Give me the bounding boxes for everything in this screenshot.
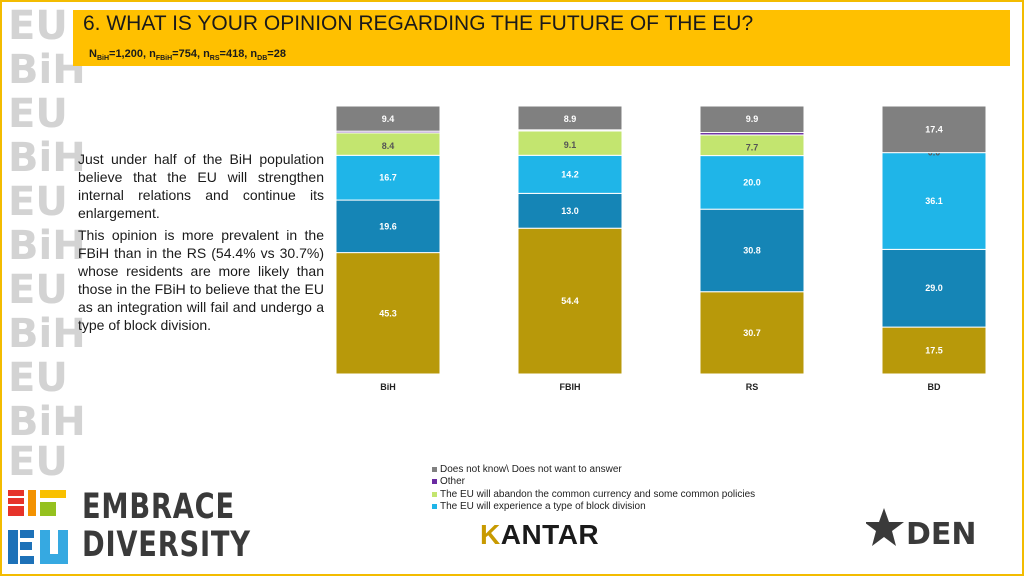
legend-swatch [432, 504, 437, 510]
bar-segment [517, 105, 623, 131]
data-label: 17.5 [925, 346, 943, 356]
description-paragraph-2: This opinion is more prevalent in the FB… [78, 227, 324, 333]
svg-text:DEN: DEN [906, 517, 977, 552]
header-band: 6. WHAT IS YOUR OPINION REGARDING THE FU… [73, 10, 1010, 66]
bar-segment [517, 227, 623, 375]
bar-segment [699, 105, 805, 134]
legend-label: The EU will experience a type of block d… [440, 501, 646, 513]
sidebar-watermark: EU BiH EU BiH EU BiH EU BiH EU BiH EU [8, 3, 86, 485]
legend-label: Does not know\ Does not want to answer [440, 463, 622, 475]
data-label: 29.0 [925, 283, 943, 293]
data-label: 36.1 [925, 196, 943, 206]
data-label: 7.7 [746, 142, 759, 152]
legend-label: The EU will abandon the common currency … [440, 488, 756, 500]
sample-sizes: NBiH=1,200, nFBiH=754, nRS=418, nDB=28 [89, 48, 286, 63]
bar-segment [699, 208, 805, 293]
data-label: 8.4 [382, 141, 395, 151]
data-label: 8.9 [564, 114, 577, 124]
data-label: 9.1 [564, 140, 577, 150]
embrace-diversity-logo: EMBRACE DIVERSITY [82, 487, 251, 565]
bar-segment [881, 105, 987, 154]
bar-segment [335, 154, 441, 201]
legend-item: The EU will experience a type of block d… [432, 501, 755, 514]
category-label: FBIH [560, 382, 581, 392]
legend-swatch [432, 491, 437, 497]
data-label: 45.3 [379, 308, 397, 318]
bieu-logo [8, 490, 68, 564]
data-label: 13.0 [561, 206, 579, 216]
bar-segment [699, 155, 805, 210]
den-logo: DEN [866, 508, 977, 552]
bar-segment [881, 248, 987, 328]
data-label: 14.2 [561, 169, 579, 179]
data-label: 30.7 [743, 328, 761, 338]
description-paragraph-1: Just under half of the BiH population be… [78, 151, 324, 221]
bar-segment [335, 199, 441, 254]
bar-segment [335, 105, 441, 132]
bar-segment [517, 154, 623, 194]
data-label: 20.0 [743, 177, 761, 187]
description-text: Just under half of the BiH population be… [78, 150, 324, 338]
category-label: RS [746, 382, 759, 392]
category-label: BD [928, 382, 941, 392]
data-label: 9.4 [382, 114, 395, 124]
bar-segment [699, 291, 805, 375]
data-label: 17.4 [925, 124, 943, 134]
kantar-logo: KANTAR [480, 519, 600, 550]
data-label: 54.4 [561, 296, 579, 306]
page-title: 6. WHAT IS YOUR OPINION REGARDING THE FU… [83, 12, 754, 35]
legend-item: Does not know\ Does not want to answer [432, 463, 755, 476]
legend-swatch [432, 466, 437, 472]
bar-segment [517, 192, 623, 229]
data-label: 30.8 [743, 245, 761, 255]
category-label: BiH [380, 382, 396, 392]
bar-segment [517, 130, 623, 156]
bar-segment [881, 152, 987, 250]
data-label: 19.6 [379, 221, 397, 231]
data-label: 16.7 [379, 173, 397, 183]
data-label: 9.9 [746, 114, 759, 124]
legend-item: The EU will abandon the common currency … [432, 488, 755, 501]
legend-item: Other [432, 476, 755, 489]
legend-swatch [432, 479, 437, 485]
legend-label: Other [440, 476, 466, 488]
chart-legend: Does not know\ Does not want to answer Ot… [432, 463, 755, 513]
bar-segment [335, 252, 441, 375]
